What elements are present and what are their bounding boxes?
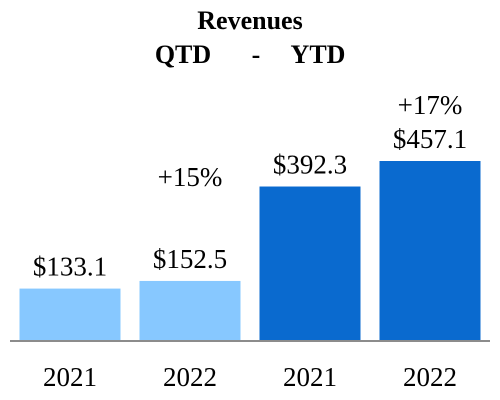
x-tick-label-2: 2022 — [163, 362, 217, 392]
bar-3 — [259, 186, 361, 341]
value-label-3: $392.3 — [273, 150, 347, 180]
growth-annotation-1: +15% — [158, 162, 223, 192]
bar-1 — [19, 288, 121, 341]
subtitle-separator: - — [252, 40, 261, 69]
x-tick-label-3: 2021 — [283, 362, 337, 392]
x-tick-label-1: 2021 — [43, 362, 97, 392]
x-tick-label-4: 2022 — [403, 362, 457, 392]
subtitle-left: QTD — [155, 40, 211, 69]
bar-2 — [139, 280, 241, 341]
chart-title: Revenues — [197, 6, 302, 35]
bars-group: $133.1 2021 $152.5 2022 $392.3 2021 $457.1 2022… — [19, 90, 481, 392]
value-label-4: $457.1 — [393, 124, 467, 154]
bar-4 — [379, 161, 481, 341]
growth-annotation-2: +17% — [398, 90, 463, 120]
value-label-2: $152.5 — [153, 244, 227, 274]
value-label-1: $133.1 — [33, 252, 107, 282]
subtitle-right: YTD — [291, 40, 346, 69]
